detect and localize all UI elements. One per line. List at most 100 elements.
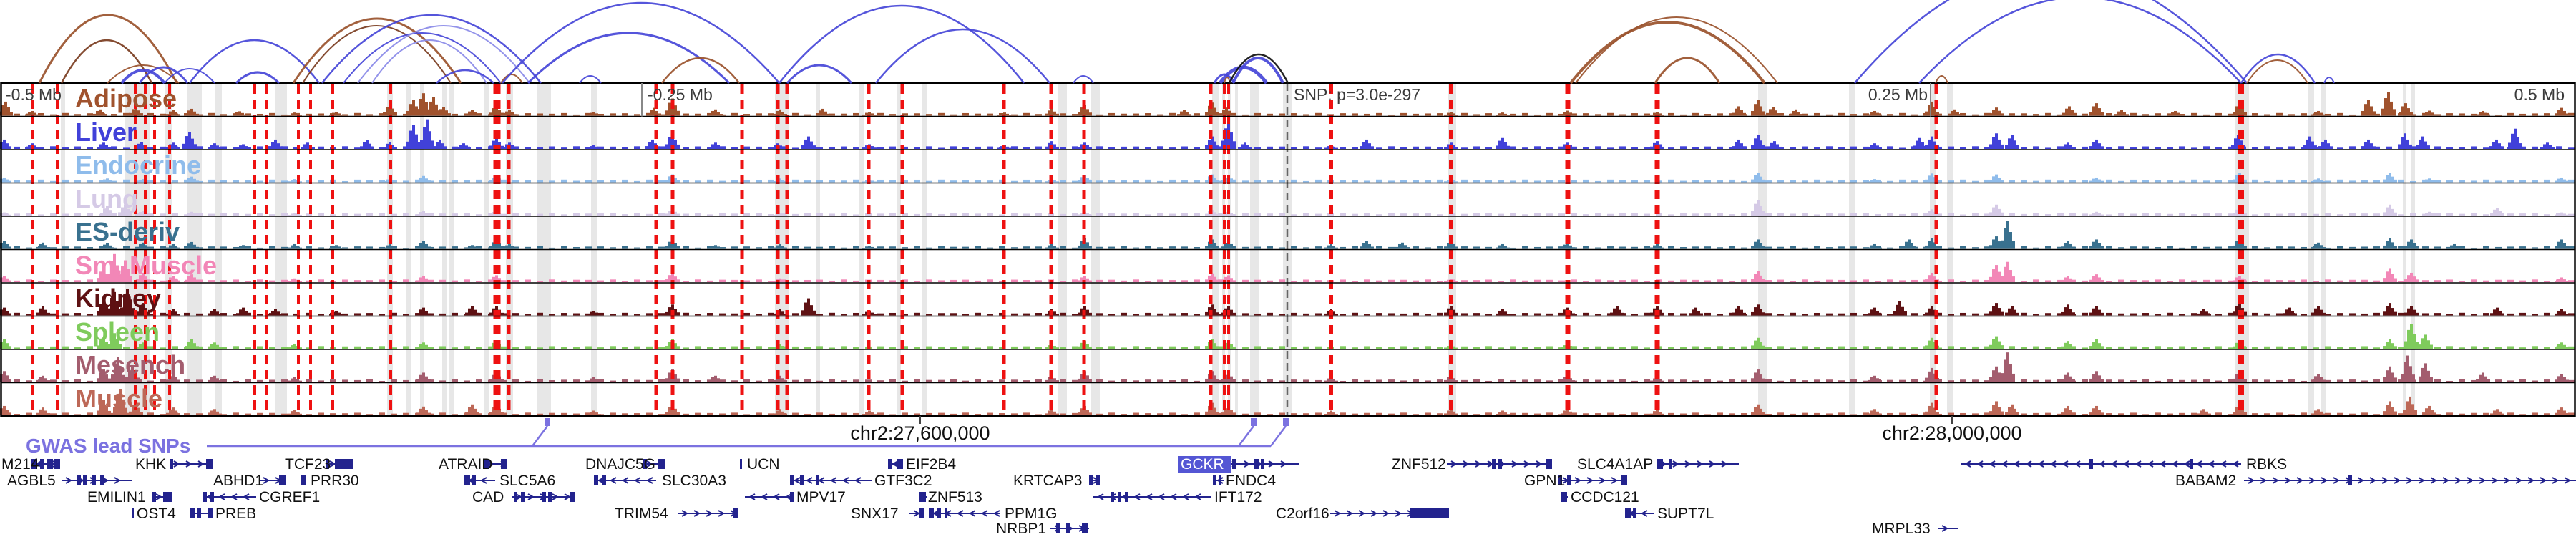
interaction-arc[interactable]	[1569, 21, 1766, 84]
gene[interactable]: BABAM2	[2175, 473, 2576, 489]
gene-label[interactable]: ZNF513	[928, 489, 982, 505]
gene-label[interactable]: PRR30	[311, 473, 359, 489]
interaction-arc[interactable]	[1935, 75, 1948, 84]
track-label-adipose[interactable]: Adipose	[75, 84, 177, 113]
gene[interactable]: TCF23	[285, 456, 353, 473]
gene[interactable]: SNX17	[851, 505, 924, 522]
gene[interactable]: OST4	[132, 505, 176, 522]
gene[interactable]: ATRAID	[439, 456, 508, 473]
track-label-muscle[interactable]: Muscle	[75, 384, 162, 413]
gene[interactable]: PPM1G	[929, 505, 1058, 522]
gene[interactable]: SLC30A3	[594, 473, 726, 489]
interaction-arc[interactable]	[1228, 53, 1289, 84]
track-row[interactable]	[0, 221, 2575, 249]
gene[interactable]: CCDC121	[1561, 489, 1639, 505]
gwas-lead-snp-tick[interactable]	[1251, 418, 1257, 426]
interaction-arc[interactable]	[2240, 53, 2316, 84]
gene[interactable]: MPV17	[745, 489, 846, 505]
gene[interactable]: ABHD1	[213, 473, 286, 489]
interaction-arc[interactable]	[779, 4, 1025, 84]
gene-label[interactable]: UCN	[747, 456, 780, 473]
gene-label[interactable]: CAD	[472, 489, 504, 505]
interaction-arc[interactable]	[2323, 77, 2335, 84]
gene[interactable]: PREB	[190, 505, 256, 522]
gene-label[interactable]: MPV17	[796, 489, 846, 505]
gene-label[interactable]: OST4	[137, 505, 176, 522]
gene[interactable]: AGBL5	[7, 473, 132, 489]
track-label-spleen[interactable]: Spleen	[75, 317, 160, 347]
track-label-sm-muscle[interactable]: Sm. Muscle	[75, 251, 217, 280]
interaction-arc[interactable]	[1218, 65, 1269, 84]
track-label-endocrine[interactable]: Endocrine	[75, 150, 201, 180]
gene-label[interactable]: EIF2B4	[906, 456, 956, 473]
gwas-lead-snp-tick[interactable]	[545, 418, 550, 426]
gene-label[interactable]: SLC5A6	[499, 473, 555, 489]
interaction-arc[interactable]	[1575, 16, 1778, 84]
gene-label[interactable]: ZNF512	[1392, 456, 1446, 473]
gene[interactable]: FNDC4	[1213, 473, 1276, 489]
interaction-arc[interactable]	[1654, 57, 1721, 84]
interaction-arc[interactable]	[1918, 0, 2242, 84]
interaction-arc[interactable]	[436, 69, 494, 84]
gene-label[interactable]: NRBP1	[996, 521, 1046, 537]
gene[interactable]: ZNF513	[919, 489, 982, 505]
gene-label[interactable]: DNAJC5G	[585, 456, 655, 473]
interaction-arc[interactable]	[527, 32, 731, 84]
gene[interactable]: TRIM54	[615, 505, 738, 522]
track-row[interactable]	[0, 92, 2575, 116]
gene[interactable]: EIF2B4	[888, 456, 956, 473]
interaction-arc[interactable]	[60, 39, 153, 84]
track-label-liver[interactable]: Liver	[75, 117, 137, 147]
gene[interactable]: C2orf16	[1276, 505, 1449, 522]
gene-label[interactable]: FNDC4	[1226, 473, 1276, 489]
gene-label[interactable]: TRIM54	[615, 505, 668, 522]
track-row[interactable]	[0, 119, 2575, 149]
interaction-arc[interactable]	[164, 68, 215, 84]
gene-label[interactable]: SLC4A1AP	[1577, 456, 1653, 473]
gene-label[interactable]: ABHD1	[213, 473, 263, 489]
gene-label[interactable]: GTF3C2	[874, 473, 932, 489]
gene[interactable]: GTF3C2	[790, 473, 932, 489]
gene[interactable]: KHK	[135, 456, 213, 473]
interaction-arc[interactable]	[1073, 75, 1094, 84]
gene[interactable]: PRR30	[301, 473, 359, 489]
track-label-lung[interactable]: Lung	[75, 184, 138, 213]
interaction-arc[interactable]	[500, 74, 523, 84]
gene[interactable]: SLC5A6	[464, 473, 555, 489]
gene-label[interactable]: BABAM2	[2175, 473, 2236, 489]
gene[interactable]: DNAJC5G	[585, 456, 665, 473]
gene[interactable]: UCN	[740, 456, 780, 473]
gene[interactable]: GCKR	[1178, 456, 1299, 473]
gene[interactable]: CGREF1	[203, 489, 320, 505]
gene-label[interactable]: ATRAID	[439, 456, 492, 473]
interaction-arc[interactable]	[321, 14, 542, 84]
gene-label[interactable]: KHK	[135, 456, 166, 473]
interaction-arc[interactable]	[302, 25, 452, 84]
interaction-arc[interactable]	[579, 75, 602, 84]
gene-label[interactable]: C2orf16	[1276, 505, 1330, 522]
gene[interactable]: RBKS	[1961, 456, 2287, 473]
gene-label[interactable]: PPM1G	[1005, 505, 1058, 522]
interaction-arc[interactable]	[357, 25, 530, 84]
interaction-arc[interactable]	[502, 1, 780, 84]
interaction-arc[interactable]	[786, 64, 853, 84]
interaction-arc[interactable]	[371, 39, 487, 84]
track-row[interactable]	[0, 200, 2575, 216]
gene-label[interactable]: M214	[1, 456, 39, 473]
track-row[interactable]	[0, 253, 2575, 282]
gene-label[interactable]: CCDC121	[1571, 489, 1639, 505]
interaction-arc[interactable]	[2246, 59, 2308, 84]
interaction-arc[interactable]	[138, 66, 189, 84]
gene-label[interactable]: RBKS	[2246, 456, 2287, 473]
track-label-es-deriv[interactable]: ES-deriv	[75, 217, 180, 246]
gene-label[interactable]: SLC30A3	[662, 473, 726, 489]
gene-label[interactable]: MRPL33	[1872, 521, 1931, 537]
track-row[interactable]	[0, 289, 2575, 316]
gene[interactable]: IFT172	[1093, 489, 1262, 505]
gene-label[interactable]: PREB	[215, 505, 256, 522]
gene[interactable]: CAD	[472, 489, 575, 505]
gene[interactable]: EMILIN1	[87, 489, 172, 505]
interaction-arc[interactable]	[1854, 0, 2248, 84]
interaction-arc[interactable]	[235, 71, 280, 84]
gene-label[interactable]: EMILIN1	[87, 489, 146, 505]
